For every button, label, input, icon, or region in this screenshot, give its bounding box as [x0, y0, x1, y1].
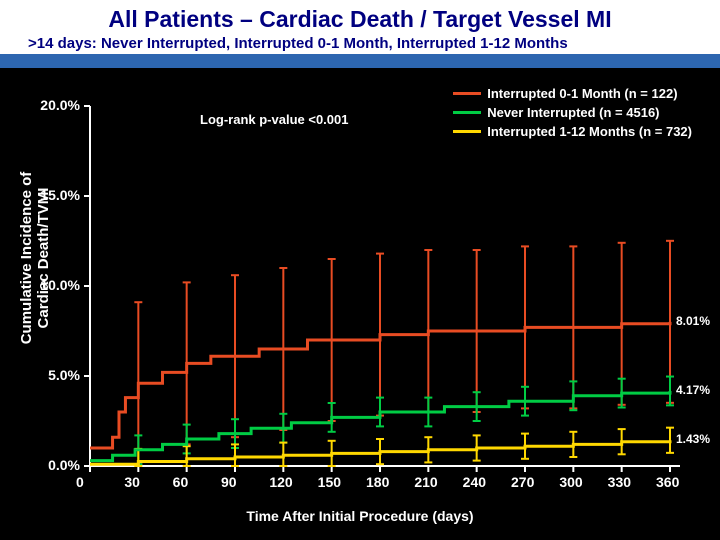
x-tick-label: 240 — [463, 474, 486, 490]
y-tick-label: 20.0% — [40, 97, 80, 113]
x-tick-label: 120 — [269, 474, 292, 490]
x-tick-label: 150 — [318, 474, 341, 490]
y-tick-label: 5.0% — [48, 367, 80, 383]
x-tick-label: 60 — [173, 474, 189, 490]
y-tick-label: 10.0% — [40, 277, 80, 293]
x-tick-label: 360 — [656, 474, 679, 490]
y-tick-label: 15.0% — [40, 187, 80, 203]
chart-area: Cumulative Incidence ofCardiac Death/TVM… — [0, 68, 720, 528]
series-end-label: 8.01% — [676, 314, 710, 328]
x-tick-label: 0 — [76, 474, 84, 490]
title-underline-bar — [0, 54, 720, 68]
x-tick-label: 180 — [366, 474, 389, 490]
x-tick-label: 90 — [221, 474, 237, 490]
series-end-label: 1.43% — [676, 432, 710, 446]
title-sub: >14 days: Never Interrupted, Interrupted… — [8, 35, 712, 52]
chart-svg — [0, 68, 720, 528]
y-tick-label: 0.0% — [48, 457, 80, 473]
x-tick-label: 30 — [124, 474, 140, 490]
series-end-label: 4.17% — [676, 383, 710, 397]
x-tick-label: 210 — [414, 474, 437, 490]
x-tick-label: 300 — [559, 474, 582, 490]
x-tick-label: 330 — [608, 474, 631, 490]
x-tick-label: 270 — [511, 474, 534, 490]
title-main: All Patients – Cardiac Death / Target Ve… — [8, 6, 712, 33]
title-box: All Patients – Cardiac Death / Target Ve… — [0, 0, 720, 54]
